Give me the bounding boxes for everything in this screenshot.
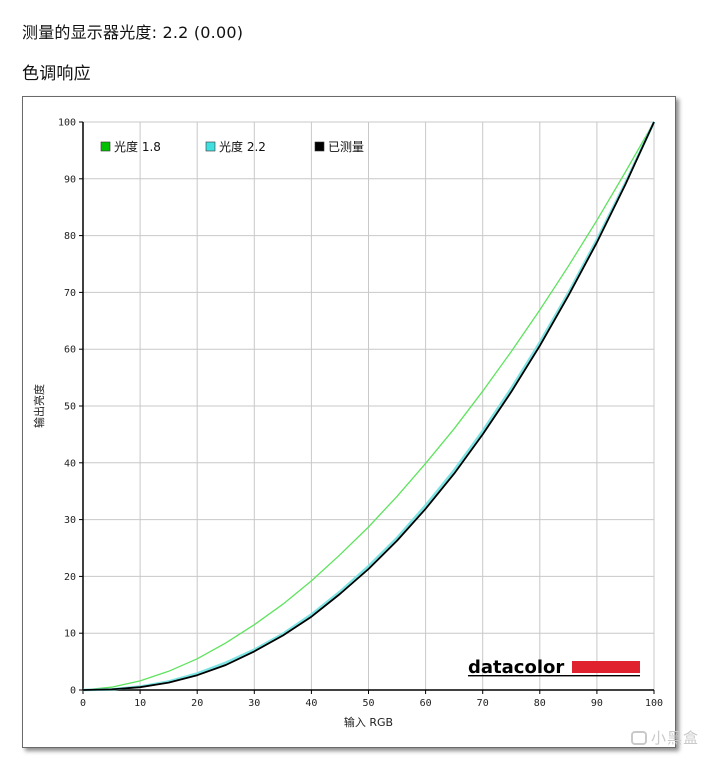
- y-tick-label: 80: [64, 231, 76, 242]
- x-tick-label: 0: [80, 698, 86, 709]
- gamma-value: 2.2 (0.00): [162, 23, 244, 42]
- gamma-label: 测量的显示器光度:: [22, 23, 158, 42]
- legend: 光度 1.8 光度 2.2 已测量: [100, 139, 364, 154]
- series-line-3: [82, 121, 655, 691]
- legend-label-2: 光度 2.2: [219, 139, 266, 154]
- x-tick-label: 90: [591, 698, 603, 709]
- datacolor-logo: datacolor: [468, 657, 640, 678]
- grid: [83, 121, 655, 690]
- series-line-2: [82, 121, 656, 692]
- datacolor-logo-bar: [572, 661, 640, 673]
- y-tick-label: 10: [64, 629, 76, 640]
- y-tick-label: 30: [64, 515, 76, 526]
- series-line-1: [82, 121, 655, 691]
- legend-swatch-1: [100, 141, 111, 152]
- x-tick-label: 60: [420, 698, 432, 709]
- x-tick-label: 20: [191, 698, 203, 709]
- y-tick-label: 50: [64, 402, 76, 413]
- chart-canvas: 0 10 20 30 40 50 60 70 80 90 100 0 10 20 30 40 50 60 70 80 9…: [32, 118, 663, 730]
- x-tick-label: 70: [477, 698, 489, 709]
- legend-swatch-3: [314, 141, 325, 152]
- x-tick-label: 50: [362, 698, 374, 709]
- y-axis-title: 输出亮度: [32, 384, 46, 428]
- y-tick-label: 70: [64, 288, 76, 299]
- y-tick-label: 60: [64, 345, 76, 356]
- x-tick-label: 100: [645, 698, 663, 709]
- y-tick-label: 100: [58, 118, 76, 129]
- x-tick-label: 10: [134, 698, 146, 709]
- tone-response-chart: 0 10 20 30 40 50 60 70 80 90 100 0 10 20 30 40 50 60 70 80 9…: [22, 96, 676, 748]
- legend-label-1: 光度 1.8: [114, 139, 161, 154]
- datacolor-logo-rule: [468, 675, 640, 677]
- y-tick-label: 90: [64, 174, 76, 185]
- datacolor-logo-text: datacolor: [468, 657, 564, 678]
- axes: 0 10 20 30 40 50 60 70 80 90 100 0 10 20 30 40 50 60 70 80 9…: [58, 118, 663, 710]
- legend-swatch-2: [205, 141, 216, 152]
- series-lines: [82, 121, 656, 692]
- watermark-text: 小黑盒: [650, 729, 699, 747]
- y-tick-label: 20: [64, 572, 76, 583]
- x-tick-label: 30: [248, 698, 260, 709]
- watermark: 小黑盒: [630, 727, 699, 748]
- x-axis-title: 输入 RGB: [344, 715, 393, 729]
- y-tick-label: 40: [64, 458, 76, 469]
- watermark-icon: [630, 731, 647, 745]
- x-tick-label: 40: [305, 698, 317, 709]
- y-tick-label: 0: [70, 686, 76, 697]
- legend-label-3: 已测量: [328, 140, 364, 154]
- measured-gamma-line: 测量的显示器光度: 2.2 (0.00): [22, 19, 243, 43]
- section-title: 色调响应: [22, 64, 91, 84]
- x-tick-label: 80: [534, 698, 546, 709]
